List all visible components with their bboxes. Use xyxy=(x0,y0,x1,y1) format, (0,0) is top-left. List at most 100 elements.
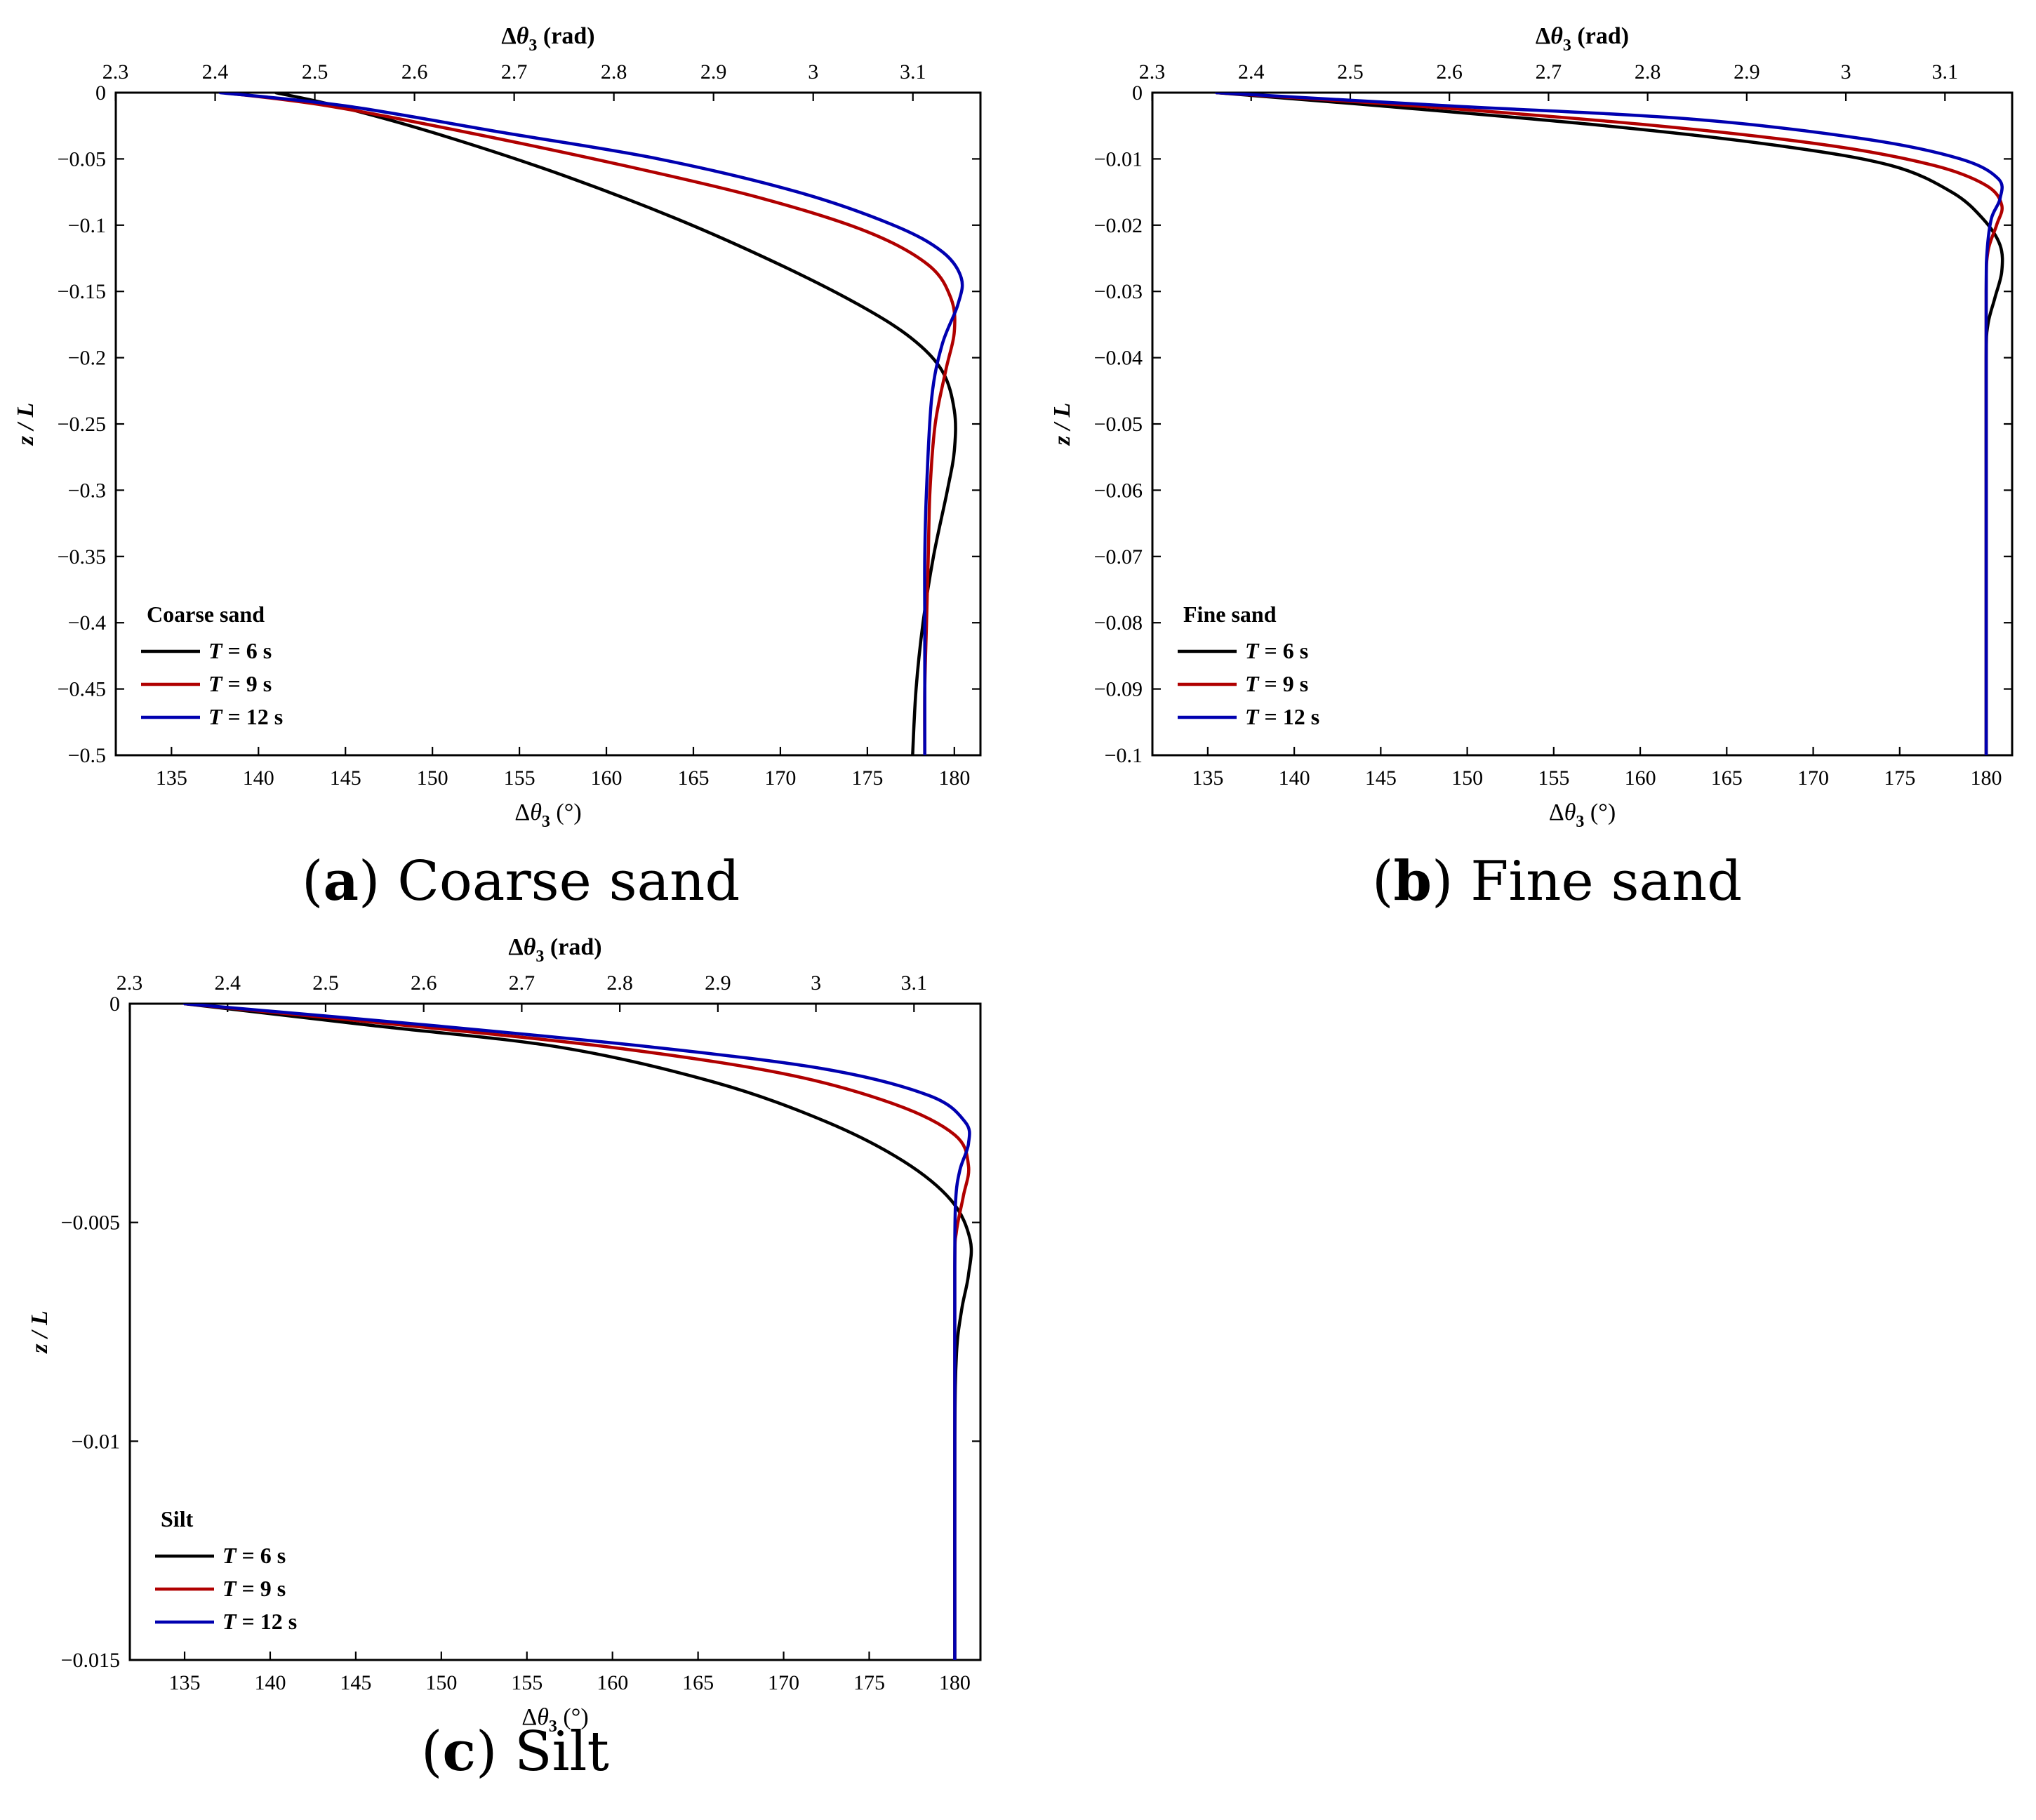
x2-tick-label: 2.8 xyxy=(601,60,627,84)
y-tick-label: −0.1 xyxy=(1105,744,1143,767)
x-tick-label: 175 xyxy=(853,1671,885,1694)
x2-tick-label: 2.8 xyxy=(1635,60,1661,84)
legend-label-3: T = 12 s xyxy=(208,704,283,729)
x-tick-label: 180 xyxy=(939,1671,971,1694)
y-tick-label: −0.05 xyxy=(58,147,106,171)
series-line-3 xyxy=(218,93,964,755)
legend-title: Silt xyxy=(161,1506,194,1532)
y-tick-label: −0.5 xyxy=(68,744,106,767)
x-axis-label: Δθ3 (°) xyxy=(514,799,581,831)
x2-tick-label: 2.7 xyxy=(501,60,528,84)
x-axis-label: Δθ3 (°) xyxy=(521,1704,588,1736)
series-line-2 xyxy=(222,93,957,755)
x-tick-label: 180 xyxy=(938,766,970,790)
x-tick-label: 150 xyxy=(1451,766,1483,790)
x-axis-label: Δθ3 (°) xyxy=(1549,799,1616,831)
x-tick-label: 145 xyxy=(330,766,361,790)
y-tick-label: −0.3 xyxy=(68,479,106,502)
series-line-3 xyxy=(1214,93,2004,755)
x-tick-label: 165 xyxy=(1711,766,1743,790)
legend-label-2: T = 9 s xyxy=(1245,671,1308,696)
y-tick-label: −0.45 xyxy=(58,678,106,701)
y-tick-label: −0.1 xyxy=(68,214,106,237)
x2-tick-label: 2.9 xyxy=(1734,60,1760,84)
y-tick-label: −0.09 xyxy=(1094,678,1143,701)
series-line-1 xyxy=(1214,93,2004,755)
x-tick-label: 135 xyxy=(156,766,187,790)
y-tick-label: −0.01 xyxy=(72,1430,120,1453)
x-tick-label: 145 xyxy=(340,1671,371,1694)
x2-tick-label: 2.6 xyxy=(1436,60,1463,84)
x-tick-label: 165 xyxy=(682,1671,714,1694)
x2-tick-label: 2.4 xyxy=(1238,60,1265,84)
y-tick-label: −0.05 xyxy=(1094,413,1143,436)
series-line-2 xyxy=(182,1004,971,1660)
y-tick-label: −0.01 xyxy=(1094,147,1143,171)
series-line-1 xyxy=(274,93,957,755)
x-tick-label: 140 xyxy=(1279,766,1310,790)
x2-tick-label: 2.5 xyxy=(302,60,328,84)
legend-label-3: T = 12 s xyxy=(222,1609,297,1634)
plot-frame xyxy=(128,1002,982,1661)
panel-a: 135 140 145 150 155 160 165 170 175 180 2.3 2.4 2.5 2… xyxy=(0,0,1018,912)
x2-tick-label: 2.9 xyxy=(705,971,731,995)
y-tick-label: −0.15 xyxy=(58,280,106,303)
x-tick-label: 180 xyxy=(1971,766,2002,790)
y-tick-label: −0.07 xyxy=(1094,545,1143,569)
y-tick-label: −0.06 xyxy=(1094,479,1143,502)
y-tick-label: −0.4 xyxy=(68,611,106,635)
x2-tick-label: 2.7 xyxy=(1536,60,1562,84)
y-tick-label: −0.2 xyxy=(68,347,106,370)
legend-title: Coarse sand xyxy=(147,602,265,627)
x2-tick-label: 2.4 xyxy=(214,971,241,995)
x2-tick-label: 3 xyxy=(808,60,818,84)
x-tick-label: 170 xyxy=(1797,766,1829,790)
x-tick-label: 165 xyxy=(677,766,709,790)
x2-tick-label: 2.5 xyxy=(312,971,339,995)
panel-c: 135 140 145 150 155 160 165 170 175 180 2.3 2.4 2.5 2… xyxy=(0,905,1018,1818)
y-tick-label: −0.25 xyxy=(58,413,106,436)
x-tick-label: 175 xyxy=(1884,766,1915,790)
x2-tick-label: 2.6 xyxy=(401,60,428,84)
legend-label-1: T = 6 s xyxy=(222,1543,286,1568)
x2-axis-label: Δθ3 (rad) xyxy=(501,23,594,55)
x2-tick-label: 3 xyxy=(1841,60,1851,84)
series-line-3 xyxy=(182,1004,971,1660)
x2-tick-label: 3.1 xyxy=(901,971,928,995)
x-tick-label: 155 xyxy=(1538,766,1569,790)
x-tick-label: 135 xyxy=(1192,766,1223,790)
x2-tick-label: 2.5 xyxy=(1337,60,1364,84)
x-tick-label: 170 xyxy=(764,766,796,790)
panel-b: 135 140 145 150 155 160 165 170 175 180 2.3 2.4 2.5 2… xyxy=(1039,0,2035,912)
x-tick-label: 160 xyxy=(591,766,623,790)
chart-coarse-sand: 135 140 145 150 155 160 165 170 175 180 2.3 2.4 2.5 2… xyxy=(13,23,982,831)
x2-tick-label: 2.7 xyxy=(509,971,535,995)
x2-tick-label: 2.9 xyxy=(700,60,727,84)
series-line-2 xyxy=(1214,93,2004,755)
x2-tick-label: 3 xyxy=(811,971,821,995)
chart-fine-sand: 135 140 145 150 155 160 165 170 175 180 2.3 2.4 2.5 2… xyxy=(1049,23,2014,831)
y-tick-label: −0.005 xyxy=(61,1211,120,1235)
x-tick-label: 175 xyxy=(851,766,883,790)
legend-label-1: T = 6 s xyxy=(208,638,272,663)
legend-label-1: T = 6 s xyxy=(1245,638,1308,663)
x2-tick-label: 3.1 xyxy=(1932,60,1959,84)
x2-tick-label: 3.1 xyxy=(900,60,926,84)
x2-tick-label: 2.4 xyxy=(202,60,229,84)
y-tick-label: 0 xyxy=(95,81,106,105)
y-axis-label: z / L xyxy=(27,1310,53,1353)
legend-label-2: T = 9 s xyxy=(222,1576,286,1601)
series-line-1 xyxy=(182,1004,973,1660)
x-tick-label: 150 xyxy=(417,766,448,790)
y-tick-label: −0.35 xyxy=(58,545,106,569)
x-tick-label: 140 xyxy=(243,766,274,790)
x-tick-label: 155 xyxy=(511,1671,543,1694)
legend-label-3: T = 12 s xyxy=(1245,704,1319,729)
x2-tick-label: 2.3 xyxy=(117,971,143,995)
y-axis-label: z / L xyxy=(1049,403,1075,446)
legend-label-2: T = 9 s xyxy=(208,671,272,696)
x2-axis-label: Δθ3 (rad) xyxy=(1536,23,1629,55)
x2-tick-label: 2.8 xyxy=(606,971,633,995)
y-tick-label: −0.04 xyxy=(1094,347,1143,370)
x-tick-label: 170 xyxy=(768,1671,799,1694)
